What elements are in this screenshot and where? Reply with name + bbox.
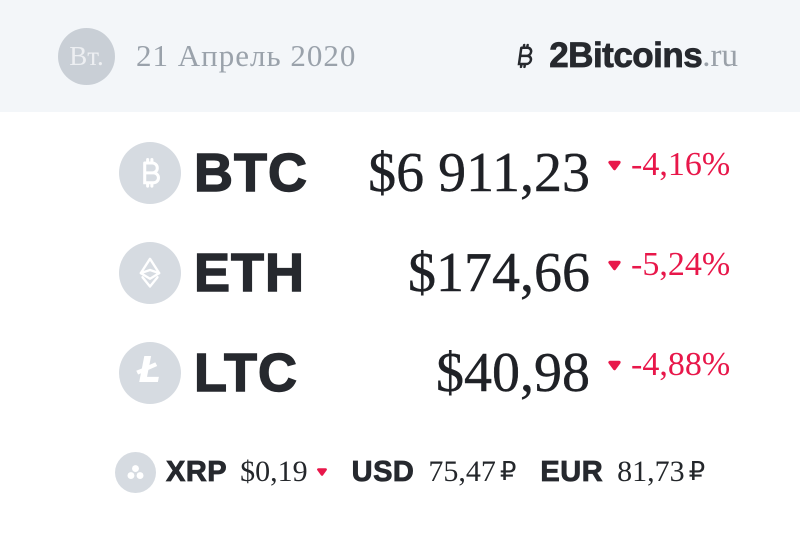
change-percent: -4,16% <box>631 146 731 183</box>
secondary-rates-row: XRP $0,19 USD 75,47 ₽ EUR 81,73 ₽ <box>0 442 800 502</box>
coin-row-btc: BTC $6 911,23 -4,16% <box>0 123 800 223</box>
coin-price: $174,66 <box>408 242 590 304</box>
usd-value: 75,47 <box>428 455 496 488</box>
xrp-ticker: XRP <box>166 455 228 488</box>
down-triangle-icon <box>608 360 621 370</box>
litecoin-glyph: Ł <box>137 350 161 391</box>
day-of-week-label: Вт. <box>69 40 104 71</box>
ruble-sign: ₽ <box>688 457 706 487</box>
coin-price: $40,98 <box>436 342 590 404</box>
eur-value: 81,73 <box>617 455 685 488</box>
coin-ticker: ETH <box>193 242 305 303</box>
site-logo[interactable]: 2Bitcoins .ru <box>509 35 738 77</box>
coin-change: -4,16% <box>607 146 730 184</box>
usd-label: USD <box>351 455 415 488</box>
coin-change: -4,88% <box>607 346 730 384</box>
price-list: BTC $6 911,23 -4,16% ETH <box>0 112 800 423</box>
down-triangle-icon <box>316 468 327 476</box>
day-of-week-badge: Вт. <box>58 27 115 85</box>
down-triangle-icon <box>608 260 621 270</box>
coin-price: $6 911,23 <box>368 142 590 204</box>
eur-label: EUR <box>540 455 604 488</box>
logo-tld: .ru <box>702 37 738 74</box>
coin-ticker: LTC <box>193 342 298 403</box>
xrp-price: $0,19 <box>240 455 308 488</box>
coin-row-ltc: Ł LTC $40,98 -4,88% <box>0 323 800 423</box>
litecoin-icon: Ł <box>119 342 181 404</box>
ethereum-icon <box>119 242 181 304</box>
bitcoin-icon <box>119 142 181 204</box>
coin-ticker: BTC <box>193 142 308 203</box>
down-triangle-icon <box>608 160 621 170</box>
ripple-icon <box>115 451 156 493</box>
ruble-sign: ₽ <box>499 457 517 487</box>
change-percent: -4,88% <box>631 346 731 383</box>
date-label: 21 Апрель 2020 <box>136 38 357 73</box>
bitcoin-logo-icon <box>506 35 543 77</box>
header: Вт. 21 Апрель 2020 2Bitcoins .ru <box>0 0 800 112</box>
change-percent: -5,24% <box>631 246 731 283</box>
coin-change: -5,24% <box>607 246 730 284</box>
coin-row-eth: ETH $174,66 -5,24% <box>0 223 800 323</box>
logo-name: 2Bitcoins <box>549 36 703 76</box>
